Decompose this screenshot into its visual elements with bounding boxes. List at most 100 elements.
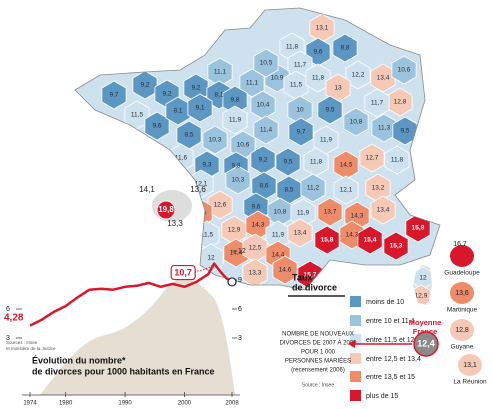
paris-region [156, 200, 176, 220]
departement [187, 93, 213, 123]
dom-name: La Réunion [453, 379, 487, 386]
departement-value: 12 [419, 275, 427, 282]
departement-value: 13 [334, 85, 342, 92]
departement-value: 10,5 [260, 60, 273, 67]
departement [371, 113, 397, 143]
departement-value: 14,4 [230, 250, 243, 257]
legend-title: Taux [292, 272, 312, 282]
departement-value: 9,2 [258, 157, 267, 164]
departement-value: 9,3 [202, 162, 211, 169]
departement-value: 11,5 [201, 232, 214, 239]
departement-value: 13,4 [294, 230, 307, 237]
departement-value: 11,2 [307, 185, 320, 192]
departement [317, 197, 343, 227]
departement-value: 11,5 [131, 112, 144, 119]
departement [132, 70, 158, 100]
departement-value: 13,7 [324, 209, 337, 216]
dom-shape [458, 354, 482, 376]
departement-value: 10,8 [350, 119, 363, 126]
legend-label: plus de 15 [366, 393, 398, 400]
departement-value: 11,4 [260, 127, 273, 134]
legend-description: POUR 1 000 [301, 350, 336, 356]
departement [384, 145, 410, 175]
departement-value: 11,8 [310, 159, 323, 166]
departement [101, 80, 127, 110]
departement-value: 11,9 [320, 137, 333, 144]
departement-value: 9,2 [191, 85, 200, 92]
departement-value: 12,6 [214, 202, 227, 209]
dom: 16,7 Guadeloupe 13,6 Martinique 12,8 Guyane 13… [444, 241, 487, 386]
departement-value: 12,9 [228, 227, 241, 234]
departement-value: 11,9 [272, 232, 285, 239]
departement [288, 117, 314, 147]
departement [359, 143, 385, 173]
departement-value: 10,3 [232, 177, 245, 184]
departement-value: 12,8 [394, 99, 407, 106]
paris-ring-value: 13,6 [190, 185, 206, 194]
legend-swatch [350, 353, 361, 364]
departement-value: 11,1 [214, 69, 227, 76]
departement-value: 12,5 [249, 245, 262, 252]
departement-value: 15,4 [364, 237, 377, 244]
departement-value: 11,5 [290, 82, 303, 89]
departement-value: 10 [296, 107, 304, 114]
departement-value: 9,6 [152, 123, 161, 130]
chart-source: Sources : Insee [6, 340, 38, 345]
peak-label: 10,7 [174, 267, 192, 277]
departement-value: 10,3 [209, 137, 222, 144]
departement-value: 9,7 [296, 129, 305, 136]
legend-label: entre 12,5 et 13,4 [366, 356, 421, 363]
legend-description: PERSONNES MARIÉES [285, 358, 351, 365]
departement-value: 14,5 [340, 162, 353, 169]
average-arrowhead [348, 340, 355, 348]
departement-value: 12,7 [366, 155, 379, 162]
y-tick-label-right: 3 [238, 335, 242, 342]
dom-shape [450, 245, 474, 267]
departement [300, 173, 326, 203]
departement [253, 115, 279, 145]
average-value: 12,4 [417, 338, 435, 348]
departement [391, 55, 417, 85]
departement-value: 9,8 [231, 163, 240, 170]
legend-description: DIVORCES DE 2007 À 2009 [279, 340, 357, 347]
departement-value: 11,3 [378, 125, 391, 132]
dom-shape [450, 319, 474, 341]
paris-ring-value: 14,1 [139, 185, 155, 194]
departement [202, 125, 228, 155]
departement-value: 9,8 [230, 97, 239, 104]
chart-title: de divorces pour 1000 habitants en Franc… [32, 366, 215, 376]
y-tick-label-right: 9 [238, 277, 242, 284]
departement-value: 15,8 [321, 237, 334, 244]
departement-value: 9,5 [400, 128, 409, 135]
start-label: 4,28 [4, 312, 24, 323]
dom-name: Guyane [451, 344, 474, 351]
y-tick-label-right: 6 [238, 306, 242, 313]
departement-value: 9,2 [140, 82, 149, 89]
legend-swatch [350, 296, 361, 307]
departement-value: 9,6 [251, 204, 260, 211]
france-outline [74, 7, 441, 291]
x-tick-label: 1990 [118, 401, 132, 407]
paris-value: 19,8 [158, 205, 174, 214]
departement-value: 10,8 [274, 209, 287, 216]
departement-value: 11,8 [391, 157, 404, 164]
departement-value: 14,6 [279, 267, 292, 274]
departement [392, 116, 418, 146]
departement-value: 10,6 [237, 142, 250, 149]
end-point [227, 277, 237, 287]
departement-value: 11,7 [294, 62, 307, 69]
series-line [29, 262, 233, 327]
y-tick-label-left: 6 [6, 306, 10, 313]
departement [275, 147, 301, 177]
departement-value: 8,5 [184, 132, 193, 139]
departement [357, 225, 383, 255]
departement-value: 15,3 [390, 243, 403, 250]
departement [317, 95, 343, 125]
departement [370, 195, 396, 225]
departement-value: 11,8 [312, 75, 325, 82]
departements: 11,8 13,1 9,6 8,8 11,7 10,9 11,1 10,5 11,5 11,8 12… [101, 13, 431, 290]
departement [343, 107, 369, 137]
departement-value: 8,1 [214, 92, 223, 99]
x-tick-label: 1980 [59, 401, 73, 407]
